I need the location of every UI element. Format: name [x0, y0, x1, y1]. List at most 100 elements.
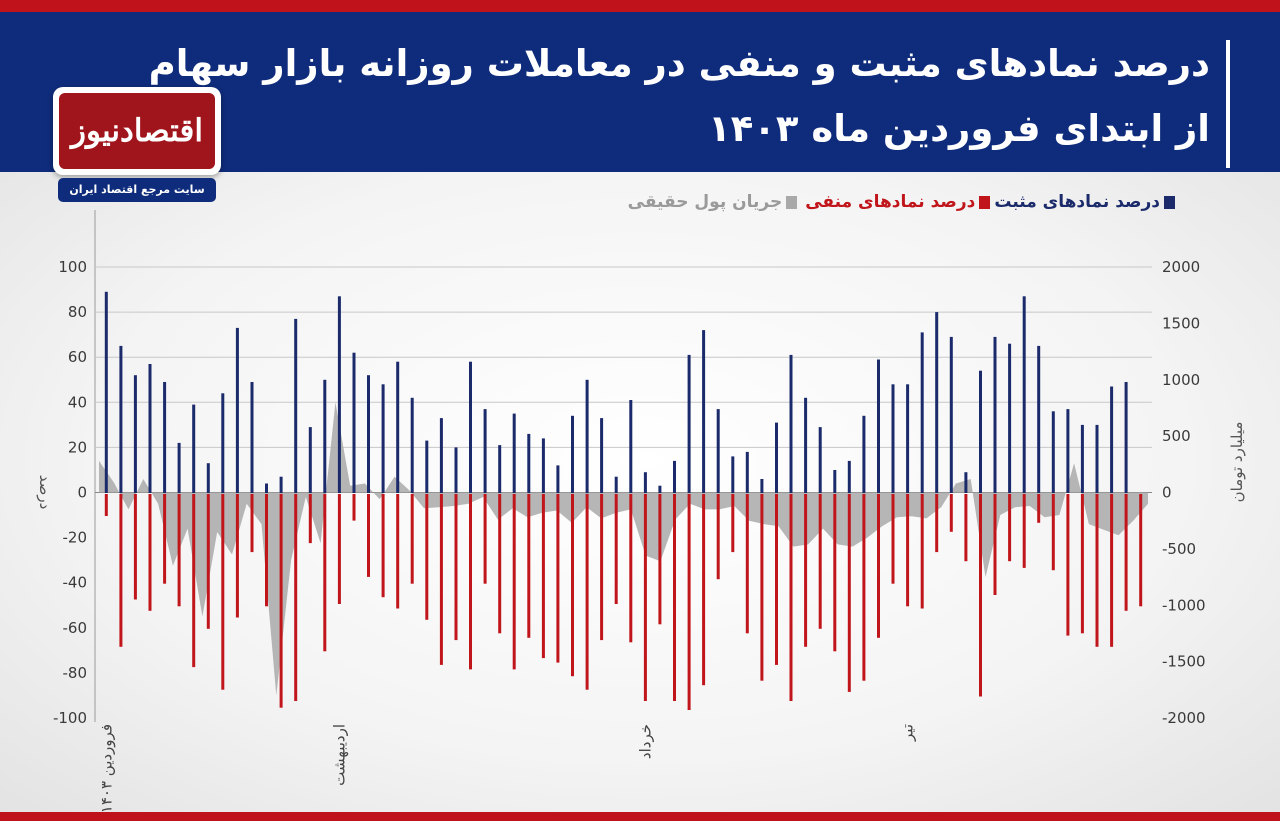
left-tick-label: 40 — [68, 393, 87, 411]
negative-bar — [789, 494, 793, 701]
positive-bar — [571, 415, 574, 493]
positive-bar — [1066, 409, 1070, 493]
negative-bar — [527, 494, 531, 638]
brand-logo: اقتصادنیوز — [53, 87, 221, 175]
negative-bar — [541, 494, 545, 659]
negative-bar — [352, 494, 356, 521]
right-tick-label: -1500 — [1162, 653, 1206, 671]
negative-bar — [935, 494, 939, 553]
negative-bar — [221, 494, 225, 690]
legend-item-money-flow: جریان پول حقیقی — [628, 192, 798, 212]
positive-bar — [265, 483, 268, 493]
positive-bar — [235, 327, 239, 493]
positive-bar — [658, 485, 662, 493]
positive-bar — [862, 415, 866, 493]
negative-bar — [556, 494, 560, 663]
negative-bar — [716, 494, 720, 580]
negative-bar — [265, 494, 268, 607]
negative-bar — [1022, 494, 1026, 568]
positive-bar — [469, 361, 472, 493]
negative-bar — [877, 494, 880, 638]
positive-bar — [308, 427, 312, 493]
right-axis-label: میلیارد تومان — [1228, 422, 1246, 503]
negative-bar — [1066, 494, 1070, 636]
positive-bar — [891, 384, 895, 493]
right-tick-label: 0 — [1162, 484, 1172, 502]
brand-logo-text: اقتصادنیوز — [59, 93, 215, 169]
positive-bar — [789, 354, 793, 493]
bars-group — [104, 291, 1143, 710]
positive-bar — [702, 330, 706, 493]
negative-bar — [1095, 494, 1099, 647]
positive-bar — [483, 409, 487, 493]
positive-bar — [148, 364, 152, 493]
positive-bar — [614, 476, 618, 493]
positive-bar — [935, 312, 939, 493]
negative-bar — [643, 494, 647, 701]
negative-bar — [235, 494, 239, 618]
negative-bar — [381, 494, 385, 598]
positive-bar — [979, 370, 982, 493]
positive-bar — [847, 460, 851, 493]
positive-bar — [1022, 296, 1026, 493]
positive-bar — [163, 382, 167, 493]
positive-bar — [949, 336, 953, 493]
negative-bar — [1037, 494, 1041, 523]
positive-bar — [294, 318, 298, 493]
month-label: خرداد — [636, 724, 654, 759]
negative-bar — [498, 494, 502, 634]
positive-bar — [643, 472, 647, 493]
top-accent-bar — [0, 0, 1280, 12]
positive-bar — [279, 476, 283, 493]
positive-bar — [337, 296, 341, 493]
negative-bar — [571, 494, 574, 677]
negative-bar — [119, 494, 123, 647]
negative-bar — [133, 494, 137, 600]
positive-bar — [454, 447, 458, 493]
positive-bar — [716, 409, 720, 493]
negative-bar — [920, 494, 924, 609]
negative-bar — [847, 494, 851, 692]
negative-bar — [367, 494, 370, 577]
negative-bar — [906, 494, 910, 607]
positive-bar — [206, 463, 210, 493]
left-tick-label: 60 — [68, 348, 87, 366]
positive-bar — [192, 404, 196, 493]
legend-label-negative: درصد نمادهای منفی — [805, 192, 976, 212]
chart-legend: درصد نمادهای مثبت درصد نمادهای منفی جریا… — [628, 192, 1175, 212]
left-tick-label: 0 — [77, 484, 87, 502]
negative-bar — [163, 494, 167, 584]
positive-bar — [381, 384, 385, 493]
negative-bar — [104, 494, 108, 516]
negative-bar — [1139, 494, 1143, 607]
negative-bar — [512, 494, 516, 670]
left-tick-label: -100 — [53, 709, 87, 727]
negative-bar — [294, 494, 298, 701]
grid-lines — [94, 210, 1152, 722]
positive-bar — [775, 422, 778, 493]
legend-label-money-flow: جریان پول حقیقی — [627, 192, 783, 212]
negative-bar — [425, 494, 429, 620]
positive-bar — [1110, 386, 1114, 493]
negative-bar — [804, 494, 808, 647]
negative-bar — [702, 494, 706, 686]
positive-bar — [585, 379, 589, 494]
money-flow-area-path — [99, 402, 1148, 696]
right-tick-label: 2000 — [1162, 258, 1200, 276]
positive-bar — [104, 291, 108, 493]
positive-bar — [920, 332, 924, 493]
negative-bar — [658, 494, 662, 625]
positive-bar — [250, 382, 254, 493]
positive-bar — [833, 470, 837, 493]
positive-bar — [1095, 424, 1099, 493]
negative-bar — [818, 494, 822, 629]
positive-bar — [1124, 382, 1128, 493]
positive-bar — [425, 440, 429, 493]
negative-bar — [1124, 494, 1128, 611]
positive-bar — [439, 418, 443, 493]
negative-bar — [964, 494, 968, 562]
negative-bar — [891, 494, 895, 584]
left-tick-label: 100 — [58, 258, 87, 276]
positive-bar — [512, 413, 516, 493]
positive-bar — [760, 479, 764, 493]
